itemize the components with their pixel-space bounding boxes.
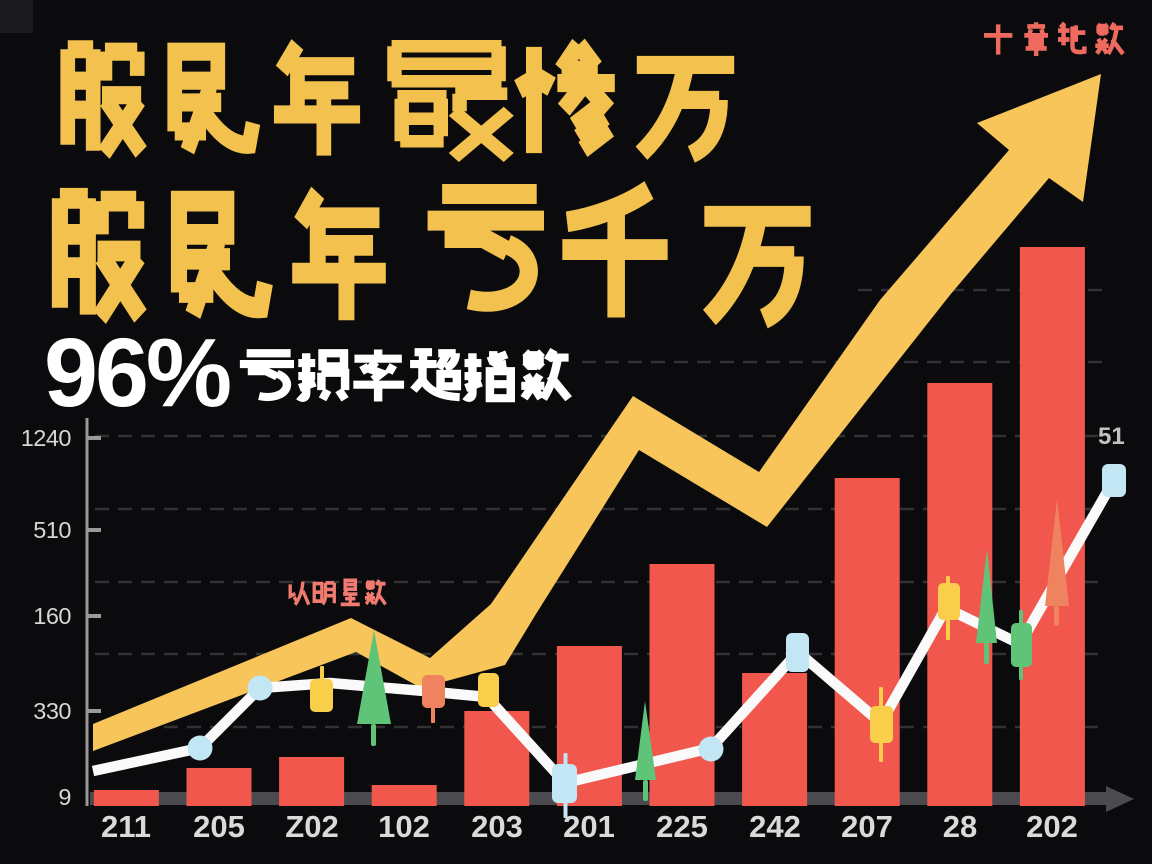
svg-text:242: 242 bbox=[749, 809, 801, 844]
svg-text:28: 28 bbox=[943, 809, 977, 844]
svg-text:Z02: Z02 bbox=[285, 809, 338, 844]
svg-text:1240: 1240 bbox=[21, 425, 72, 451]
svg-text:225: 225 bbox=[656, 809, 708, 844]
svg-text:211: 211 bbox=[101, 809, 151, 844]
svg-text:160: 160 bbox=[33, 603, 71, 629]
svg-text:203: 203 bbox=[471, 809, 523, 844]
svg-text:202: 202 bbox=[1026, 809, 1078, 844]
svg-text:102: 102 bbox=[378, 809, 430, 844]
svg-text:9: 9 bbox=[58, 784, 71, 810]
svg-text:51: 51 bbox=[1098, 423, 1125, 450]
svg-text:201: 201 bbox=[563, 809, 615, 844]
svg-text:205: 205 bbox=[193, 809, 245, 844]
svg-text:96%: 96% bbox=[44, 318, 230, 427]
svg-text:330: 330 bbox=[33, 698, 71, 724]
svg-text:510: 510 bbox=[33, 517, 71, 543]
svg-text:207: 207 bbox=[841, 809, 893, 844]
